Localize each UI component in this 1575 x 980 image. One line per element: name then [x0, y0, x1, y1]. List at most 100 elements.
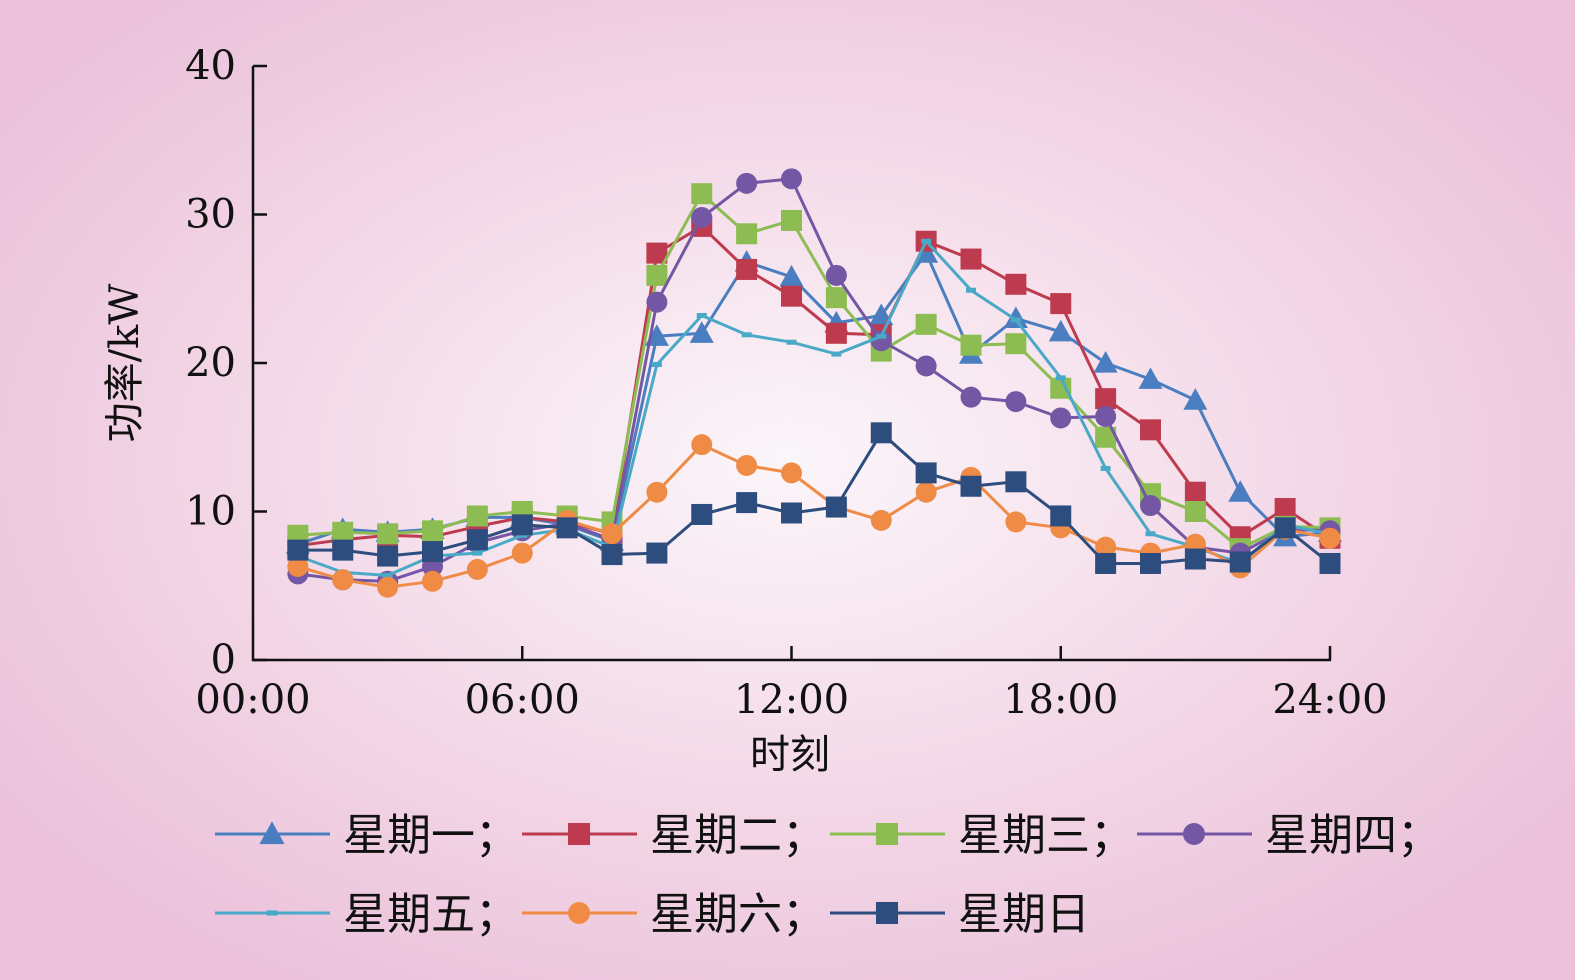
data-point [870, 330, 892, 352]
data-point [1228, 480, 1253, 502]
x-tick-label: 06:00 [465, 677, 580, 723]
data-point [1005, 471, 1027, 493]
data-point [1048, 319, 1073, 342]
legend-label: 星期一； [343, 810, 519, 861]
data-point [870, 422, 892, 444]
y-tick-label: 20 [185, 340, 236, 386]
data-point [377, 545, 399, 567]
ticks: 0 10 20 30 40 00:00 06:00 12:00 18:00 24:00 [185, 43, 1388, 723]
data-point [831, 351, 842, 357]
data-point [825, 287, 847, 309]
data-point [1055, 375, 1066, 381]
data-point [691, 434, 713, 456]
data-point [1050, 505, 1072, 527]
legend-marker [259, 821, 285, 845]
data-point [736, 172, 758, 194]
data-point [960, 386, 982, 408]
data-point [691, 206, 713, 228]
data-point [966, 287, 976, 293]
series-3 [287, 183, 1341, 560]
data-point [825, 322, 847, 344]
data-point [422, 520, 443, 542]
data-point [1274, 498, 1296, 520]
data-point [651, 361, 662, 367]
data-point [1319, 527, 1341, 549]
legend-marker [567, 901, 591, 925]
data-point [921, 238, 932, 244]
data-point [915, 355, 937, 377]
legend-item-7: 星期日 [830, 889, 1090, 940]
data-point [1140, 552, 1161, 574]
data-point [1003, 306, 1028, 329]
data-point [377, 523, 399, 545]
data-point [691, 183, 713, 205]
data-point [646, 264, 668, 286]
data-point [736, 454, 758, 476]
legend-item-6: 星期六； [522, 889, 826, 940]
data-point [1095, 552, 1117, 574]
data-point [1005, 333, 1027, 355]
x-tick-label: 24:00 [1272, 677, 1387, 723]
series-line [297, 224, 1331, 548]
data-point [915, 481, 937, 503]
data-point [1005, 273, 1027, 295]
x-tick-label: 18:00 [1003, 677, 1118, 723]
data-point [646, 481, 668, 503]
y-tick-label: 40 [185, 43, 236, 89]
data-point [825, 264, 847, 286]
data-point [960, 248, 982, 270]
data-point [786, 339, 797, 345]
data-point [736, 223, 758, 245]
series-line [297, 251, 1331, 546]
data-point [1050, 293, 1072, 315]
data-point [1145, 531, 1156, 537]
legend-item-5: 星期五； [215, 889, 519, 940]
legend-marker [1182, 822, 1206, 846]
data-point [1095, 405, 1117, 427]
data-point [511, 514, 533, 536]
legend-label: 星期四； [1265, 810, 1441, 861]
data-point [1093, 351, 1118, 373]
y-tick-label: 10 [185, 489, 236, 535]
series-line [297, 431, 1331, 565]
series-7 [287, 422, 1341, 574]
data-point [1050, 377, 1072, 399]
data-point [601, 544, 623, 566]
data-point [287, 539, 309, 561]
data-point [736, 258, 758, 280]
series-4 [287, 168, 1341, 592]
data-point [781, 502, 802, 524]
data-point [1274, 517, 1296, 539]
data-point [915, 313, 937, 335]
data-point [779, 264, 804, 287]
data-point [781, 462, 802, 484]
series-6 [287, 434, 1341, 598]
data-point [1050, 407, 1072, 429]
legend-marker [875, 822, 899, 846]
data-point [1140, 495, 1161, 517]
legend-item-1: 星期一； [215, 810, 519, 861]
legend-marker [266, 910, 278, 916]
series-line [297, 192, 1331, 551]
data-point [466, 558, 488, 580]
data-point [689, 321, 714, 343]
series-line [297, 239, 1331, 577]
data-point [1138, 367, 1163, 389]
data-point [1183, 388, 1208, 410]
data-point [601, 523, 623, 545]
data-point [741, 332, 752, 338]
legend-label: 星期五； [343, 889, 519, 940]
legend-marker [875, 901, 899, 925]
data-point [1005, 511, 1027, 533]
data-point [422, 570, 443, 592]
legend-label: 星期六； [650, 889, 826, 940]
data-point [960, 475, 982, 497]
data-point [556, 517, 578, 539]
data-point [1184, 501, 1206, 522]
series [285, 168, 1342, 598]
data-point [876, 333, 887, 339]
legend-item-2: 星期二； [522, 810, 826, 861]
data-point [646, 242, 668, 264]
y-tick-label: 30 [185, 192, 236, 238]
